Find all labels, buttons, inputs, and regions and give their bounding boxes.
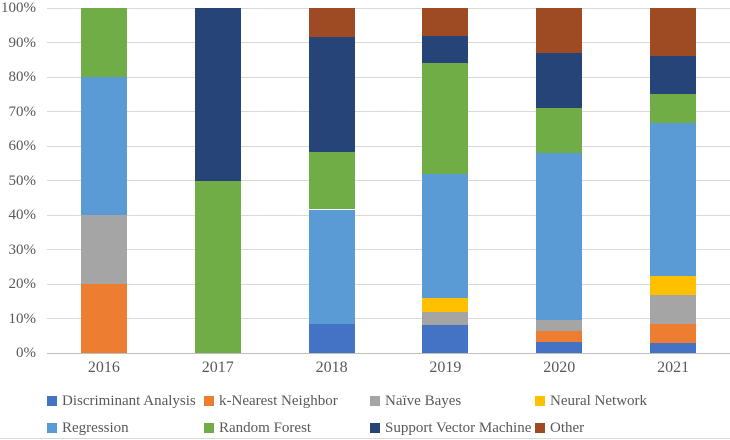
bar-segment bbox=[80, 77, 127, 215]
legend-swatch-icon bbox=[47, 396, 57, 406]
bar-segment bbox=[650, 55, 697, 95]
bar-segment bbox=[650, 295, 697, 325]
bar-segment bbox=[194, 180, 241, 353]
x-axis-label: 2019 bbox=[429, 359, 462, 376]
bar-segment bbox=[650, 122, 697, 277]
bar-2016 bbox=[80, 8, 127, 353]
y-axis: 0% 10% 20% 30% 40% 50% 60% 70% 80% 90% 100% bbox=[0, 0, 40, 440]
legend-label: Naïve Bayes bbox=[385, 393, 462, 409]
gridline bbox=[47, 283, 730, 285]
bar-segment bbox=[194, 8, 241, 181]
bar-segment bbox=[422, 173, 469, 298]
legend-swatch-icon bbox=[204, 423, 214, 433]
bar-segment bbox=[536, 108, 583, 153]
legend-swatch-icon bbox=[535, 396, 545, 406]
legend-label: Random Forest bbox=[219, 420, 312, 436]
y-axis-label: 90% bbox=[8, 34, 37, 51]
bar-2020 bbox=[536, 8, 583, 353]
bar-segment bbox=[308, 209, 355, 325]
legend-label: Regression bbox=[62, 420, 129, 436]
legend-item: Support Vector Machine bbox=[370, 419, 531, 437]
bar-2021 bbox=[650, 8, 697, 353]
legend-item: Neural Network bbox=[535, 392, 647, 410]
legend-label: k-Nearest Neighbor bbox=[219, 393, 338, 409]
bar-segment bbox=[422, 8, 469, 36]
bar-segment bbox=[422, 63, 469, 174]
bar-segment bbox=[422, 325, 469, 353]
bar-segment bbox=[308, 151, 355, 210]
bar-segment bbox=[650, 8, 697, 56]
bar-segment bbox=[650, 343, 697, 353]
legend-item: Regression bbox=[47, 419, 129, 437]
gridline bbox=[47, 8, 730, 9]
y-axis-label: 10% bbox=[8, 310, 37, 327]
bar-segment bbox=[536, 52, 583, 109]
bar-segment bbox=[308, 36, 355, 152]
y-axis-label: 0% bbox=[16, 345, 36, 361]
legend-label: Other bbox=[550, 420, 585, 436]
bar-segment bbox=[536, 330, 583, 342]
legend-swatch-icon bbox=[47, 423, 57, 433]
plot-area bbox=[47, 8, 730, 354]
gridline bbox=[47, 249, 730, 250]
y-axis-label: 40% bbox=[8, 207, 37, 223]
bar-segment bbox=[536, 319, 583, 331]
x-axis: 2016 2017 2018 2019 2020 2021 bbox=[47, 359, 730, 379]
legend-swatch-icon bbox=[204, 396, 214, 406]
legend-swatch-icon bbox=[370, 423, 380, 433]
y-axis-label: 70% bbox=[8, 103, 37, 120]
gridline bbox=[47, 111, 730, 112]
legend-label: Support Vector Machine bbox=[385, 420, 532, 436]
legend: Discriminant Analysis k-Nearest Neighbor N… bbox=[0, 388, 730, 438]
legend-item: Discriminant Analysis bbox=[47, 392, 196, 410]
bar-segment bbox=[308, 8, 355, 37]
legend-label: Neural Network bbox=[550, 393, 648, 409]
x-axis-line bbox=[47, 352, 730, 354]
gridline bbox=[47, 318, 730, 319]
legend-swatch-icon bbox=[535, 423, 545, 433]
x-axis-label: 2017 bbox=[201, 359, 234, 376]
gridline bbox=[47, 76, 730, 78]
bar-2018 bbox=[308, 8, 355, 353]
bar-2017 bbox=[194, 8, 241, 353]
bar-segment bbox=[536, 152, 583, 320]
legend-item: Random Forest bbox=[204, 419, 311, 437]
bar-segment bbox=[650, 94, 697, 123]
bar-segment bbox=[422, 35, 469, 64]
legend-swatch-icon bbox=[370, 396, 380, 406]
figure-border bbox=[0, 438, 730, 439]
gridline bbox=[47, 180, 730, 181]
y-axis-label: 100% bbox=[1, 0, 36, 16]
y-axis-label: 20% bbox=[8, 276, 37, 292]
bar-2019 bbox=[422, 8, 469, 353]
x-axis-label: 2020 bbox=[543, 359, 576, 376]
bar-segment bbox=[80, 215, 127, 284]
bar-segment bbox=[536, 8, 583, 53]
bar-segment bbox=[650, 324, 697, 344]
y-axis-label: 60% bbox=[8, 138, 37, 154]
legend-label: Discriminant Analysis bbox=[62, 393, 196, 409]
gridline bbox=[47, 214, 730, 216]
x-axis-label: 2016 bbox=[87, 359, 120, 376]
legend-item: Other bbox=[535, 419, 584, 437]
y-axis-label: 80% bbox=[8, 69, 37, 85]
legend-item: k-Nearest Neighbor bbox=[204, 392, 338, 410]
x-axis-label: 2018 bbox=[315, 359, 348, 376]
bar-segment bbox=[536, 341, 583, 353]
x-axis-label: 2021 bbox=[657, 359, 690, 376]
y-axis-label: 50% bbox=[8, 172, 37, 189]
bar-segment bbox=[422, 311, 469, 326]
bar-segment bbox=[650, 276, 697, 296]
legend-item: Naïve Bayes bbox=[370, 392, 461, 410]
bar-segment bbox=[80, 284, 127, 353]
bar-segment bbox=[308, 324, 355, 353]
y-axis-label: 30% bbox=[8, 241, 37, 258]
bar-segment bbox=[80, 8, 127, 77]
gridline bbox=[47, 145, 730, 147]
gridline bbox=[47, 42, 730, 43]
bar-segment bbox=[422, 297, 469, 312]
